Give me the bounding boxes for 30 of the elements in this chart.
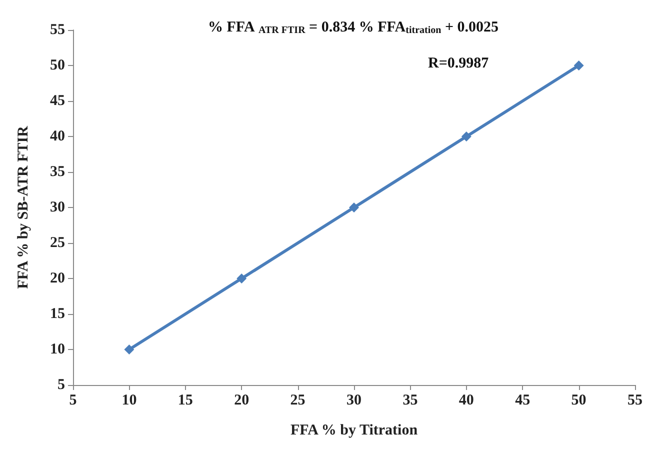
x-tick-label: 30 [346,392,362,408]
y-tick-label: 30 [50,200,65,216]
x-tick-label: 40 [458,392,474,408]
annotation: R=0.9987 [428,56,490,72]
y-tick-label: 40 [50,128,65,144]
y-tick-label: 55 [50,22,65,38]
y-tick-label: 25 [50,235,65,251]
y-tick-label: 10 [50,342,65,358]
x-tick-label: 25 [290,392,306,408]
x-tick-label: 15 [178,392,193,408]
x-tick-label: 50 [571,392,586,408]
x-tick-label: 5 [69,392,77,408]
y-tick-label: 35 [50,164,65,180]
y-tick-label: 5 [58,377,65,393]
x-tick-label: 10 [122,392,137,408]
y-tick-label: 20 [50,270,65,286]
point [349,202,359,212]
point [236,274,247,284]
point [461,132,472,142]
point [124,344,134,354]
x-tick-label: 35 [402,392,418,408]
x-tick-label: 55 [628,392,642,408]
x-tick-label: 45 [515,392,530,408]
y-tick-label: 15 [50,306,65,322]
point [574,60,584,70]
x-tick-label: 20 [234,392,250,408]
x-axis-title: FFA % by Titration [290,422,418,438]
y-tick-label: 45 [50,93,65,109]
y-tick-label: 50 [50,58,65,74]
y-axis-title: FFA % by SB-ATR FTIR [16,126,32,289]
